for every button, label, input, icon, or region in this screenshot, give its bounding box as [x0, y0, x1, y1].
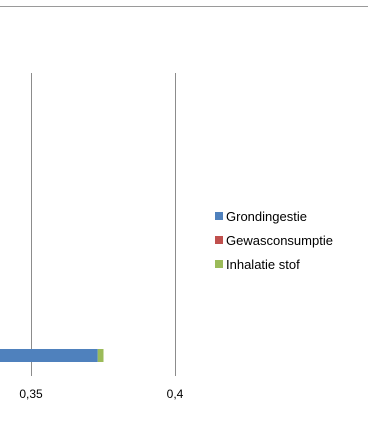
bar-inhalatie-stof	[97, 349, 104, 362]
legend: Grondingestie Gewasconsumptie Inhalatie …	[215, 208, 333, 280]
legend-label-gewasconsumptie: Gewasconsumptie	[226, 232, 333, 248]
bar-grondingestie	[0, 349, 98, 362]
legend-item-grondingestie: Grondingestie	[215, 208, 333, 224]
legend-item-gewasconsumptie: Gewasconsumptie	[215, 232, 333, 248]
x-tick-label-035: 0,35	[19, 387, 43, 401]
legend-label-grondingestie: Grondingestie	[226, 208, 307, 224]
legend-item-inhalatie-stof: Inhalatie stof	[215, 256, 333, 272]
legend-swatch-gewasconsumptie	[215, 236, 223, 244]
legend-label-inhalatie-stof: Inhalatie stof	[226, 256, 300, 272]
legend-swatch-inhalatie-stof	[215, 260, 223, 268]
bar-group	[0, 349, 104, 362]
legend-swatch-grondingestie	[215, 212, 223, 220]
x-tick-label-04: 0,4	[167, 387, 184, 401]
